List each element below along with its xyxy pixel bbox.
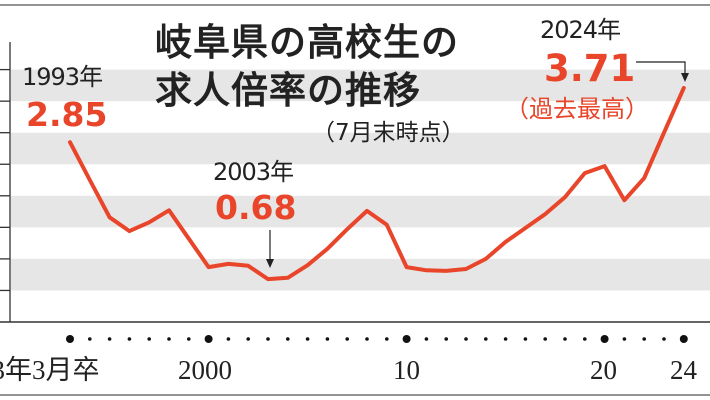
grid-band [11, 195, 710, 228]
arrow-2024-head [681, 73, 689, 82]
grid-band [11, 69, 710, 102]
x-tick-minor-dot [523, 337, 528, 341]
annotation-2024-value: 3.71 [544, 47, 636, 90]
annotation-2003-year: 2003年 [213, 158, 294, 186]
x-tick-minor-dot [662, 337, 666, 341]
chart-subtitle: （7月末時点） [312, 120, 465, 146]
grid-band [11, 132, 710, 165]
x-tick-minor-dot [107, 337, 112, 341]
x-tick-minor-dot [305, 337, 310, 341]
x-tick-label-2024: 24 [670, 355, 697, 385]
x-tick-minor-dot [583, 337, 587, 341]
arrow-2003-head [266, 259, 274, 268]
x-tick-minor-dot [543, 337, 547, 341]
x-tick-minor-dot [246, 337, 250, 341]
grid-band [11, 258, 710, 291]
arrow-2024-shaft [636, 61, 686, 76]
annotation-2024-note: （過去最高） [505, 95, 649, 123]
x-tick-minor-dot [345, 337, 350, 341]
x-tick-minor-dot [226, 337, 231, 341]
chart-title-line-1: 岐阜県の高校生の [155, 21, 459, 64]
x-tick-minor-dot [365, 337, 369, 341]
annotation-1993-value: 2.85 [26, 95, 108, 134]
x-tick-minor-dot [167, 337, 171, 341]
x-tick-minor-dot [88, 337, 92, 341]
x-tick-label-2020: 20 [590, 355, 617, 385]
annotation-2003-value: 0.68 [215, 188, 297, 227]
x-tick-minor-dot [325, 337, 330, 341]
x-tick-major-dot [679, 335, 688, 343]
x-tick-minor-dot [187, 337, 191, 341]
x-tick-minor-dot [444, 337, 449, 341]
x-tick-minor-dot [127, 337, 132, 341]
x-tick-minor-dot [424, 337, 429, 341]
x-tick-major-dot [402, 335, 411, 343]
x-tick-major-dot [600, 335, 609, 343]
x-tick-label-2010: 10 [393, 355, 420, 385]
x-tick-major-dot [204, 335, 213, 343]
x-tick-minor-dot [464, 337, 468, 341]
x-tick-minor-dot [622, 337, 627, 341]
x-tick-minor-dot [503, 337, 508, 341]
x-tick-label-1993: 93年3月卒 [0, 355, 100, 385]
x-tick-minor-dot [385, 337, 389, 341]
x-tick-major-dot [66, 335, 74, 343]
x-tick-minor-dot [642, 337, 646, 341]
x-tick-minor-dot [563, 337, 567, 341]
x-tick-minor-dot [266, 337, 270, 341]
x-tick-minor-dot [484, 337, 488, 341]
x-tick-minor-dot [147, 337, 151, 341]
x-tick-minor-dot [286, 337, 290, 341]
x-tick-label-2000: 2000 [178, 355, 232, 385]
annotation-2024-year: 2024年 [540, 16, 621, 44]
chart-title-line-2: 求人倍率の推移 [155, 69, 421, 112]
annotation-1993-year: 1993年 [22, 63, 103, 91]
series-line [68, 85, 686, 282]
